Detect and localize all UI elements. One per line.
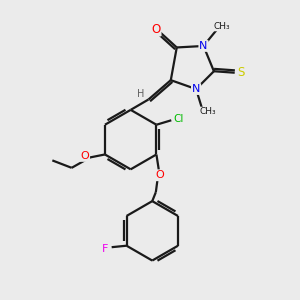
Text: O: O — [151, 22, 160, 35]
Text: Cl: Cl — [173, 114, 184, 124]
Text: O: O — [80, 151, 89, 161]
Text: CH₃: CH₃ — [199, 107, 216, 116]
Text: CH₃: CH₃ — [213, 22, 230, 31]
Text: N: N — [199, 41, 208, 51]
Text: S: S — [238, 66, 245, 79]
Text: N: N — [192, 84, 200, 94]
Text: O: O — [156, 170, 164, 180]
Text: H: H — [136, 89, 144, 99]
Text: F: F — [102, 244, 108, 254]
